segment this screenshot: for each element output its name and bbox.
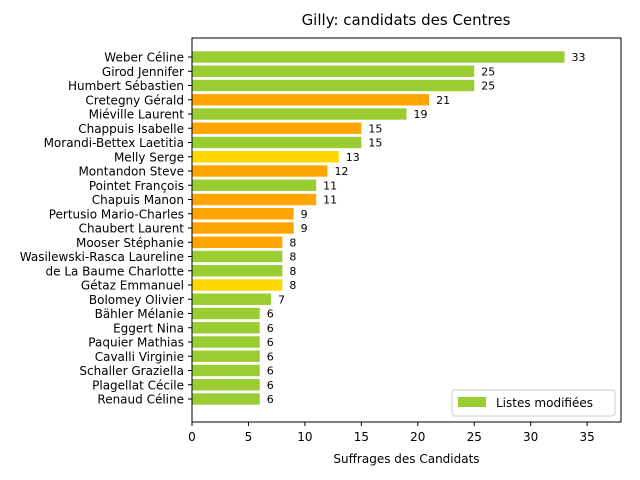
bar <box>192 265 283 277</box>
category-label: Bähler Mélanie <box>95 307 184 321</box>
category-label: Mooser Stéphanie <box>76 236 184 250</box>
data-label: 25 <box>481 65 495 78</box>
category-label: Miéville Laurent <box>89 108 185 122</box>
bar <box>192 122 362 134</box>
legend: Listes modifiées <box>451 389 616 417</box>
category-label: Melly Serge <box>114 150 184 164</box>
bar <box>192 222 294 234</box>
x-tick-label: 15 <box>354 430 369 444</box>
bar <box>192 79 475 92</box>
bar <box>192 336 260 348</box>
data-label: 9 <box>301 208 308 221</box>
bar <box>192 293 272 305</box>
bar <box>192 151 339 163</box>
data-label: 6 <box>267 350 274 363</box>
data-label: 6 <box>267 308 274 321</box>
x-tick-label: 35 <box>579 430 594 444</box>
category-label: Weber Céline <box>104 51 184 65</box>
x-axis-label: Suffrages des Candidats <box>333 452 479 466</box>
category-label: Montandon Steve <box>78 165 184 179</box>
x-tick-label: 25 <box>467 430 482 444</box>
category-label: Morandi-Bettex Laetitia <box>44 136 184 150</box>
data-label: 11 <box>323 194 337 207</box>
bar <box>192 350 260 362</box>
data-label: 8 <box>289 251 296 264</box>
category-label: Gétaz Emmanuel <box>81 279 184 293</box>
data-label: 8 <box>289 279 296 292</box>
category-label: Girod Jennifer <box>102 65 184 79</box>
x-tick-label: 0 <box>188 430 196 444</box>
bar <box>192 236 283 248</box>
category-label: Plagellat Cécile <box>92 378 184 392</box>
bar <box>192 393 260 405</box>
data-label: 6 <box>267 379 274 392</box>
bar <box>192 179 317 191</box>
legend-label: Listes modifiées <box>496 396 593 410</box>
x-tick-label: 10 <box>297 430 312 444</box>
data-label: 15 <box>368 137 382 150</box>
bar <box>192 379 260 391</box>
data-label: 33 <box>572 51 586 64</box>
chart-title: Gilly: candidats des Centres <box>302 11 511 29</box>
category-label: de La Baume Charlotte <box>46 264 185 278</box>
category-label: Chaubert Laurent <box>79 222 185 236</box>
x-axis-ticks: 0 5 10 15 20 25 30 35 <box>188 422 595 444</box>
category-label: Cretegny Gérald <box>85 93 184 107</box>
bar <box>192 322 260 334</box>
category-label: Wasilewski-Rasca Laureline <box>20 250 184 264</box>
data-label: 6 <box>267 393 274 406</box>
bar <box>192 279 283 291</box>
data-label: 9 <box>301 222 308 235</box>
category-label: Bolomey Olivier <box>89 293 184 307</box>
bar <box>192 94 430 106</box>
data-label: 19 <box>414 108 428 121</box>
category-label: Humbert Sébastien <box>68 79 184 93</box>
data-label: 12 <box>334 165 348 178</box>
data-label: 21 <box>436 94 450 107</box>
data-label: 13 <box>346 151 360 164</box>
data-label: 7 <box>278 293 285 306</box>
category-label: Chappuis Isabelle <box>78 122 184 136</box>
bar <box>192 136 362 149</box>
category-label: Cavalli Virginie <box>95 350 184 364</box>
bar <box>192 193 317 206</box>
bar <box>192 208 294 220</box>
bar <box>192 65 475 77</box>
bar <box>192 250 283 263</box>
data-label: 6 <box>267 336 274 349</box>
category-label: Eggert Nina <box>113 321 184 335</box>
bar <box>192 165 328 177</box>
bar <box>192 364 260 377</box>
data-label: 8 <box>289 236 296 249</box>
category-label: Pointet François <box>89 179 184 193</box>
data-label: 15 <box>368 122 382 135</box>
bars-group <box>192 51 565 405</box>
legend-swatch <box>458 397 486 407</box>
category-label: Renaud Céline <box>97 393 184 407</box>
category-label: Pertusio Mario-Charles <box>49 207 184 221</box>
bar <box>192 51 565 63</box>
data-label: 8 <box>289 265 296 278</box>
legend-frame <box>451 389 616 417</box>
data-label: 6 <box>267 365 274 378</box>
category-label: Paquier Mathias <box>88 336 184 350</box>
x-tick-label: 30 <box>523 430 538 444</box>
bar <box>192 307 260 320</box>
x-tick-label: 20 <box>410 430 425 444</box>
category-label: Schaller Graziella <box>79 364 184 378</box>
data-label: 6 <box>267 322 274 335</box>
plot-frame <box>191 37 622 423</box>
category-label: Chapuis Manon <box>92 193 184 207</box>
bar <box>192 108 407 120</box>
data-label: 25 <box>481 80 495 93</box>
data-label: 11 <box>323 179 337 192</box>
x-tick-label: 5 <box>245 430 253 444</box>
